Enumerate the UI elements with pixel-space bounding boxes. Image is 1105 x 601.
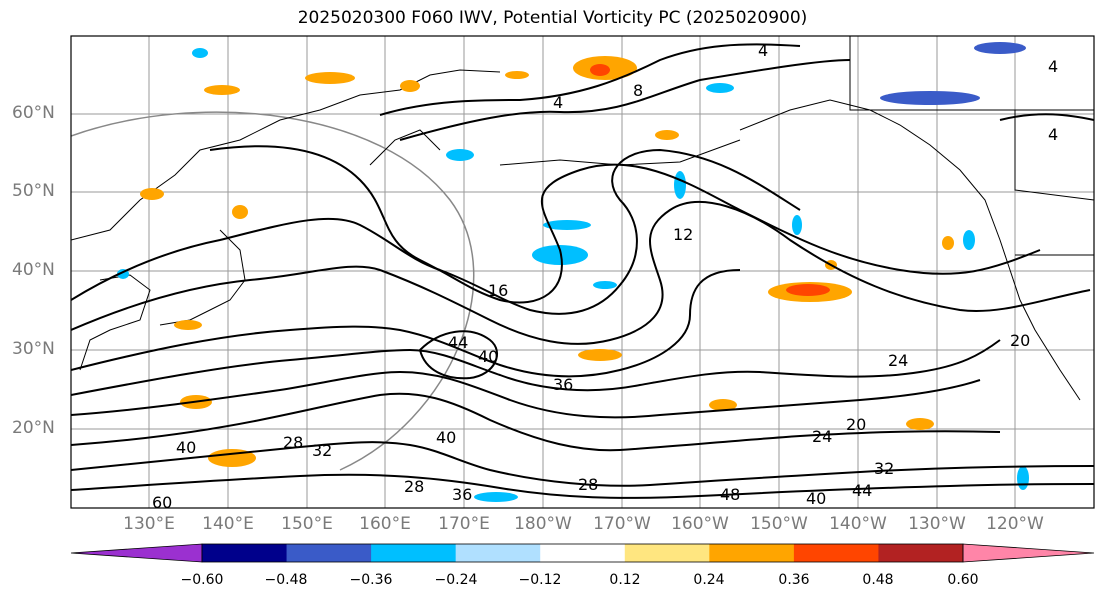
contour-label-group: 4 4 4 4 8 12 16 20 20 24 24 28 28 28 32 … [152,41,1058,512]
contour-lines [71,43,1094,499]
colorbar-tick-label: −0.24 [434,572,478,588]
lon-label: 130°W [908,514,966,534]
contour-label: 28 [578,475,598,494]
contour-label: 40 [176,438,196,457]
contour-label: 8 [633,81,643,100]
colorbar-bin [455,544,541,562]
contour-label: 12 [673,225,693,244]
projection-arc [71,111,475,471]
contour-label: 4 [1048,57,1058,76]
lon-label: 130°E [123,514,175,534]
lon-label: 160°W [671,514,729,534]
map-background [71,36,1094,508]
map-frame [70,35,1095,509]
lon-label: 150°E [281,514,333,534]
contour-label: 28 [283,433,303,452]
colorbar-tick-label: 0.24 [693,572,725,588]
lon-label: 180°W [514,514,572,534]
lat-label: 40°N [12,260,55,280]
contour-label: 16 [488,281,508,300]
colorbar-bin [540,544,626,562]
contour-label: 40 [478,347,498,366]
contour-label: 4 [553,93,563,112]
lon-label: 140°W [829,514,887,534]
contour-label: 44 [448,333,468,352]
contour-label: 20 [1010,331,1030,350]
colorbar-tick-label: 0.60 [947,572,979,588]
contour-label: 24 [812,427,832,446]
colorbar-tick-label: −0.60 [180,572,224,588]
contour-label: 48 [720,485,740,504]
contour-label: 40 [436,428,456,447]
colorbar-bin [793,544,879,562]
contour-label: 32 [874,459,894,478]
lat-label: 20°N [12,418,55,438]
contour-label: 28 [404,477,424,496]
colorbar-tick-label: −0.36 [349,572,393,588]
colorbar-tick-label: −0.48 [264,572,308,588]
coastlines [71,36,1094,401]
colorbar-extend-min [70,543,203,563]
lon-label: 150°W [750,514,808,534]
colorbar [70,543,1095,563]
lon-label: 160°E [359,514,411,534]
colorbar-bin [709,544,795,562]
contour-label: 36 [452,485,472,504]
colorbar-bin [286,544,372,562]
colorbar-bin [202,544,288,562]
map-title: 2025020300 F060 IWV, Potential Vorticity… [297,8,808,28]
contour-label: 32 [312,441,332,460]
lat-label: 60°N [12,103,55,123]
contour-label: 44 [852,481,872,500]
contour-label: 60 [152,493,172,512]
colorbar-extend-max [962,543,1095,563]
contour-label: 36 [553,375,573,394]
colorbar-tick-label: 0.48 [862,572,894,588]
contour-label: 4 [758,41,768,60]
contour-label: 24 [888,351,908,370]
contour-label: 40 [806,489,826,508]
lat-label: 30°N [12,339,55,359]
lon-label: 140°E [202,514,254,534]
lon-label: 170°E [438,514,490,534]
colorbar-bin [371,544,457,562]
colorbar-outline [201,543,964,563]
lon-label: 120°W [986,514,1044,534]
lat-label: 50°N [12,181,55,201]
lon-label: 170°W [593,514,651,534]
colorbar-bin [878,544,964,562]
contour-label: 20 [846,415,866,434]
contour-label: 4 [1048,125,1058,144]
colorbar-tick-label: −0.12 [518,572,562,588]
colorbar-bin [624,544,710,562]
colorbar-tick-label: 0.12 [609,572,641,588]
anomaly-patches [117,42,1029,502]
colorbar-tick-label: 0.36 [778,572,810,588]
